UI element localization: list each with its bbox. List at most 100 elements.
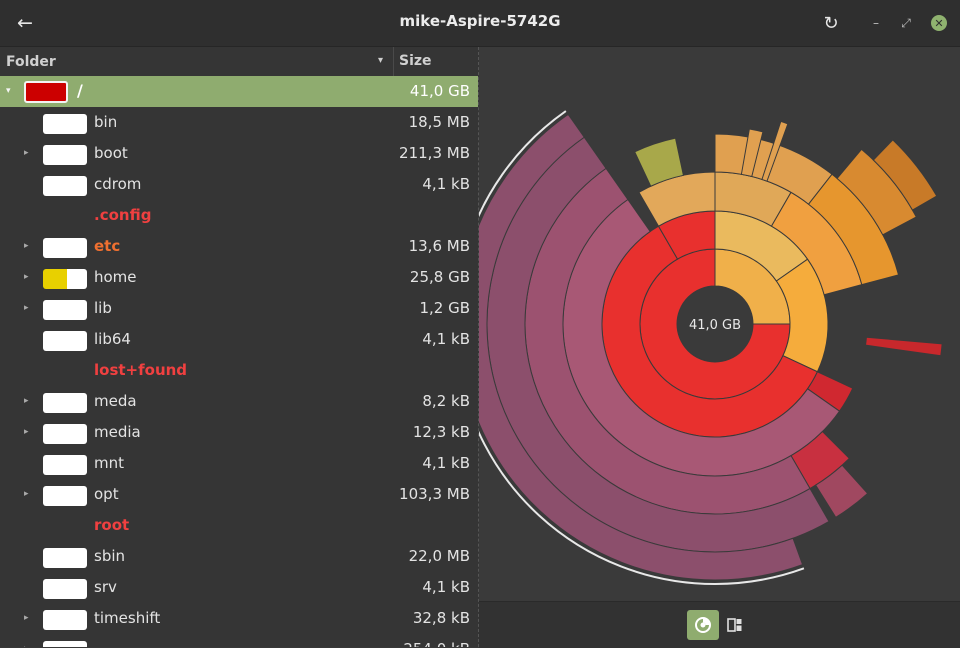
folder-name: lib64 — [94, 330, 131, 348]
ring-segment[interactable] — [872, 139, 938, 211]
folder-name: .config — [94, 206, 152, 224]
size-swatch — [43, 424, 87, 444]
folder-size: 103,3 MB — [399, 485, 470, 503]
folder-row[interactable]: mnt 4,1 kB — [0, 448, 478, 479]
chart-center-label: 41,0 GB — [689, 318, 741, 333]
folder-row[interactable]: lib64 4,1 kB — [0, 324, 478, 355]
folder-name: meda — [94, 392, 137, 410]
folder-row[interactable]: srv 4,1 kB — [0, 572, 478, 603]
folder-size: 254,0 kB — [403, 640, 470, 647]
folder-row[interactable]: ▸ opt 103,3 MB — [0, 479, 478, 510]
expander-collapsed-icon[interactable]: ▸ — [24, 427, 29, 437]
expander-collapsed-icon[interactable]: ▸ — [24, 644, 29, 647]
chart-center[interactable] — [678, 287, 752, 361]
folder-size: 4,1 kB — [422, 175, 470, 193]
expander-collapsed-icon[interactable]: ▸ — [24, 613, 29, 623]
folder-name: lost+found — [94, 361, 188, 379]
ring-segment[interactable] — [814, 464, 869, 519]
folder-name: mnt — [94, 454, 124, 472]
ring-segment[interactable] — [864, 336, 943, 357]
folder-row[interactable]: ▸ timeshift 32,8 kB — [0, 603, 478, 634]
back-arrow-icon: ← — [17, 12, 33, 34]
maximize-button[interactable]: ⤢ — [896, 13, 916, 33]
close-icon: ✕ — [934, 16, 944, 30]
folder-row[interactable]: ▸ boot 211,3 MB — [0, 138, 478, 169]
folder-size: 18,5 MB — [408, 113, 470, 131]
folder-name: lib — [94, 299, 112, 317]
folder-row[interactable]: ▸ lib 1,2 GB — [0, 293, 478, 324]
folder-name: bin — [94, 113, 118, 131]
folder-name: timeshift — [94, 609, 161, 627]
view-switcher-bar — [479, 601, 960, 648]
folder-row[interactable]: ▸ 254,0 kB — [0, 634, 478, 647]
folder-row[interactable]: ▸ home 25,8 GB — [0, 262, 478, 293]
rings-chart[interactable]: 41,0 GB — [454, 47, 960, 601]
expander-collapsed-icon[interactable]: ▸ — [24, 489, 29, 499]
close-button[interactable]: ✕ — [931, 15, 947, 31]
folder-name: root — [94, 516, 130, 534]
back-button[interactable]: ← — [8, 8, 42, 38]
reload-button[interactable]: ↻ — [816, 8, 846, 38]
folder-row[interactable]: sbin 22,0 MB — [0, 541, 478, 572]
folder-size: 4,1 kB — [422, 330, 470, 348]
size-swatch — [43, 145, 87, 165]
size-swatch — [43, 579, 87, 599]
folder-name: home — [94, 268, 137, 286]
folder-name: boot — [94, 144, 128, 162]
folder-row[interactable]: ▸ etc 13,6 MB — [0, 231, 478, 262]
size-swatch — [24, 81, 68, 103]
ring-segment[interactable] — [761, 120, 789, 182]
folder-column-label: Folder — [6, 53, 56, 70]
folder-size: 4,1 kB — [422, 454, 470, 472]
expander-expanded-icon[interactable]: ▾ — [6, 86, 11, 96]
size-swatch — [43, 300, 87, 320]
size-swatch — [43, 114, 87, 134]
maximize-icon: ⤢ — [901, 15, 911, 30]
expander-collapsed-icon[interactable]: ▸ — [24, 272, 29, 282]
folder-row[interactable]: cdrom 4,1 kB — [0, 169, 478, 200]
treemap-view-button[interactable] — [719, 610, 751, 640]
folder-row[interactable]: bin 18,5 MB — [0, 107, 478, 138]
expander-collapsed-icon[interactable]: ▸ — [24, 241, 29, 251]
chart-pane: 41,0 GB — [454, 47, 960, 601]
ring-segment[interactable] — [740, 128, 764, 178]
folder-row[interactable]: ▸ meda 8,2 kB — [0, 386, 478, 417]
ring-segment[interactable] — [634, 137, 684, 187]
size-swatch — [43, 548, 87, 568]
expander-collapsed-icon[interactable]: ▸ — [24, 396, 29, 406]
folder-name: cdrom — [94, 175, 142, 193]
folder-row[interactable]: lost+found — [0, 355, 478, 386]
window-title: mike-Aspire-5742G — [399, 12, 561, 30]
folder-size: 8,2 kB — [422, 392, 470, 410]
rings-view-button[interactable] — [687, 610, 719, 640]
folder-name: media — [94, 423, 141, 441]
folder-size: 211,3 MB — [399, 144, 470, 162]
minimize-button[interactable]: – — [866, 13, 886, 33]
size-swatch — [43, 486, 87, 506]
size-column-header[interactable]: Size — [399, 53, 432, 69]
folder-row[interactable]: ▾ / 41,0 GB — [0, 76, 478, 107]
expander-collapsed-icon[interactable]: ▸ — [24, 148, 29, 158]
size-swatch — [43, 455, 87, 475]
folder-tree-pane: Folder ▾ Size ▾ / 41,0 GB bin 18,5 MB ▸ boot 21… — [0, 47, 479, 647]
folder-name: etc — [94, 237, 121, 255]
sort-down-icon: ▾ — [377, 55, 383, 66]
folder-row[interactable]: ▸ media 12,3 kB — [0, 417, 478, 448]
reload-icon: ↻ — [823, 12, 839, 34]
folder-size: 12,3 kB — [412, 423, 470, 441]
title-bar: ← mike-Aspire-5742G ↻ – ⤢ ✕ — [0, 0, 960, 47]
folder-name: srv — [94, 578, 117, 596]
folder-name: sbin — [94, 547, 126, 565]
size-swatch — [43, 393, 87, 413]
folder-size: 4,1 kB — [422, 578, 470, 596]
size-swatch — [43, 238, 87, 258]
folder-row[interactable]: root — [0, 510, 478, 541]
folder-name: opt — [94, 485, 119, 503]
ring-outline — [454, 110, 805, 585]
folder-size: 22,0 MB — [408, 547, 470, 565]
ring-segment[interactable] — [458, 113, 804, 581]
expander-collapsed-icon[interactable]: ▸ — [24, 303, 29, 313]
folder-size: 32,8 kB — [412, 609, 470, 627]
folder-column-header[interactable]: Folder ▾ — [0, 47, 394, 76]
folder-row[interactable]: .config — [0, 200, 478, 231]
